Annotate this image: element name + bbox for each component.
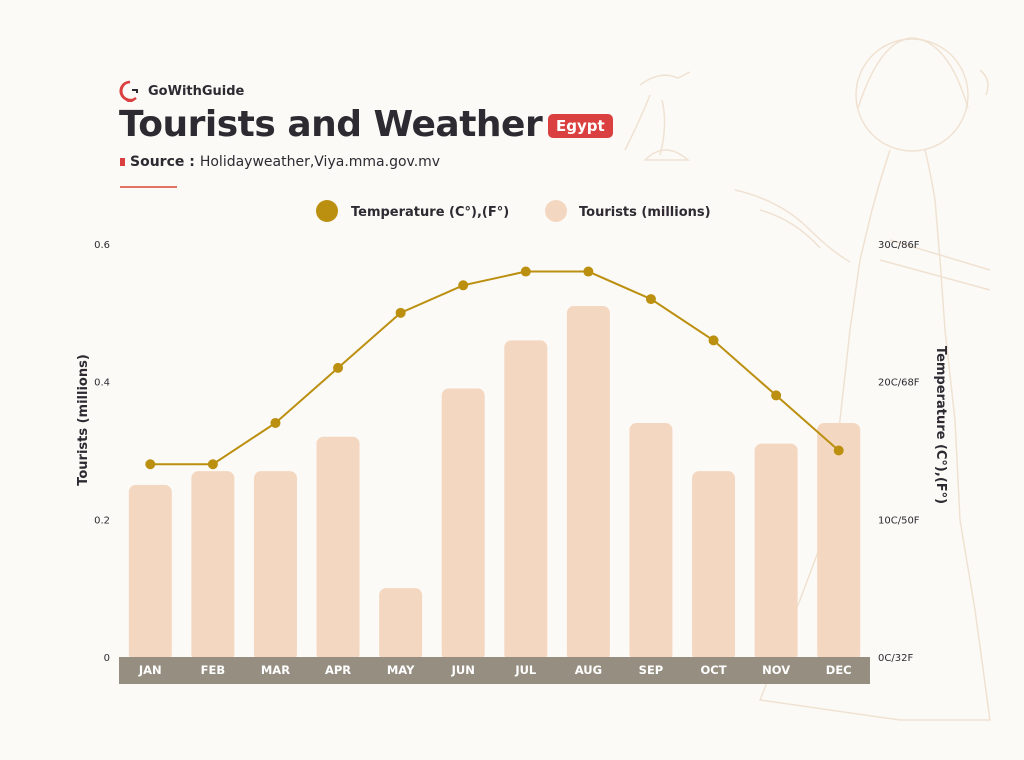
y-right-axis-title: Temperature (C°),(F°) <box>933 346 948 504</box>
category-axis-band <box>119 657 870 684</box>
x-tick-label: OCT <box>701 663 727 677</box>
temperature-point-nov <box>771 390 782 401</box>
x-tick-label: SEP <box>639 663 664 677</box>
source-value: Holidayweather,Viya.mma.gov.mv <box>199 154 441 170</box>
source-marker <box>120 158 125 166</box>
bar-aug <box>566 305 610 661</box>
y-left-tick-label: 0.6 <box>94 240 110 251</box>
temperature-point-dec <box>833 445 844 456</box>
x-tick-label: FEB <box>201 663 225 677</box>
bar-may <box>379 588 423 661</box>
legend-tourists-swatch <box>545 200 567 222</box>
x-tick-label: APR <box>325 663 351 677</box>
temperature-point-sep <box>645 294 656 305</box>
x-tick-label: AUG <box>575 663 602 677</box>
legend-temperature-label: Temperature (C°),(F°) <box>351 205 509 220</box>
temperature-point-mar <box>270 417 281 428</box>
x-tick-label: JUN <box>451 663 475 677</box>
source-label: Source : <box>130 154 195 170</box>
y-right-tick-label: 10C/50F <box>878 515 920 526</box>
x-tick-label: NOV <box>762 663 790 677</box>
temperature-point-aug <box>583 266 594 277</box>
temperature-point-apr <box>333 362 344 373</box>
x-tick-label: MAR <box>261 663 290 677</box>
bar-jan <box>128 484 172 661</box>
x-tick-label: MAY <box>387 663 415 677</box>
temperature-line <box>150 270 840 466</box>
gowithguide-logo-icon <box>119 80 138 102</box>
brand: GoWithGuide <box>118 80 244 102</box>
title-underline <box>120 186 177 188</box>
bar-mar <box>253 471 297 661</box>
y-left-axis-title: Tourists (millions) <box>76 354 91 486</box>
temperature-point-jan <box>145 459 156 470</box>
page-title: Tourists and Weather <box>119 104 543 145</box>
bar-jun <box>441 388 485 661</box>
bar-sep <box>629 422 673 661</box>
legend-tourists-label: Tourists (millions) <box>579 205 711 220</box>
country-badge: Egypt <box>548 114 613 138</box>
source-line: Source : Holidayweather,Viya.mma.gov.mv <box>120 154 440 170</box>
y-left-tick-label: 0.2 <box>94 515 110 526</box>
temperature-point-feb <box>207 459 218 470</box>
bar-feb <box>191 471 235 661</box>
brand-name: GoWithGuide <box>148 83 245 99</box>
x-tick-label: JAN <box>138 663 162 677</box>
temperature-point-oct <box>708 335 719 346</box>
temperature-point-may <box>395 307 406 318</box>
x-tick-label: JUL <box>514 663 537 677</box>
y-left-tick-label: 0.4 <box>94 378 110 389</box>
y-right-tick-label: 20C/68F <box>878 378 920 389</box>
x-tick-label: DEC <box>826 663 852 677</box>
y-right-tick-label: 30C/86F <box>878 240 920 251</box>
temperature-point-jul <box>520 266 531 277</box>
legend-temperature-swatch <box>316 200 338 222</box>
y-left-tick-label: 0 <box>104 653 110 664</box>
bar-nov <box>754 443 798 661</box>
bar-dec <box>817 422 861 661</box>
temperature-point-jun <box>458 280 469 291</box>
bar-oct <box>692 471 736 661</box>
bar-jul <box>504 340 548 661</box>
bar-apr <box>316 436 360 661</box>
y-right-tick-label: 0C/32F <box>878 653 913 664</box>
